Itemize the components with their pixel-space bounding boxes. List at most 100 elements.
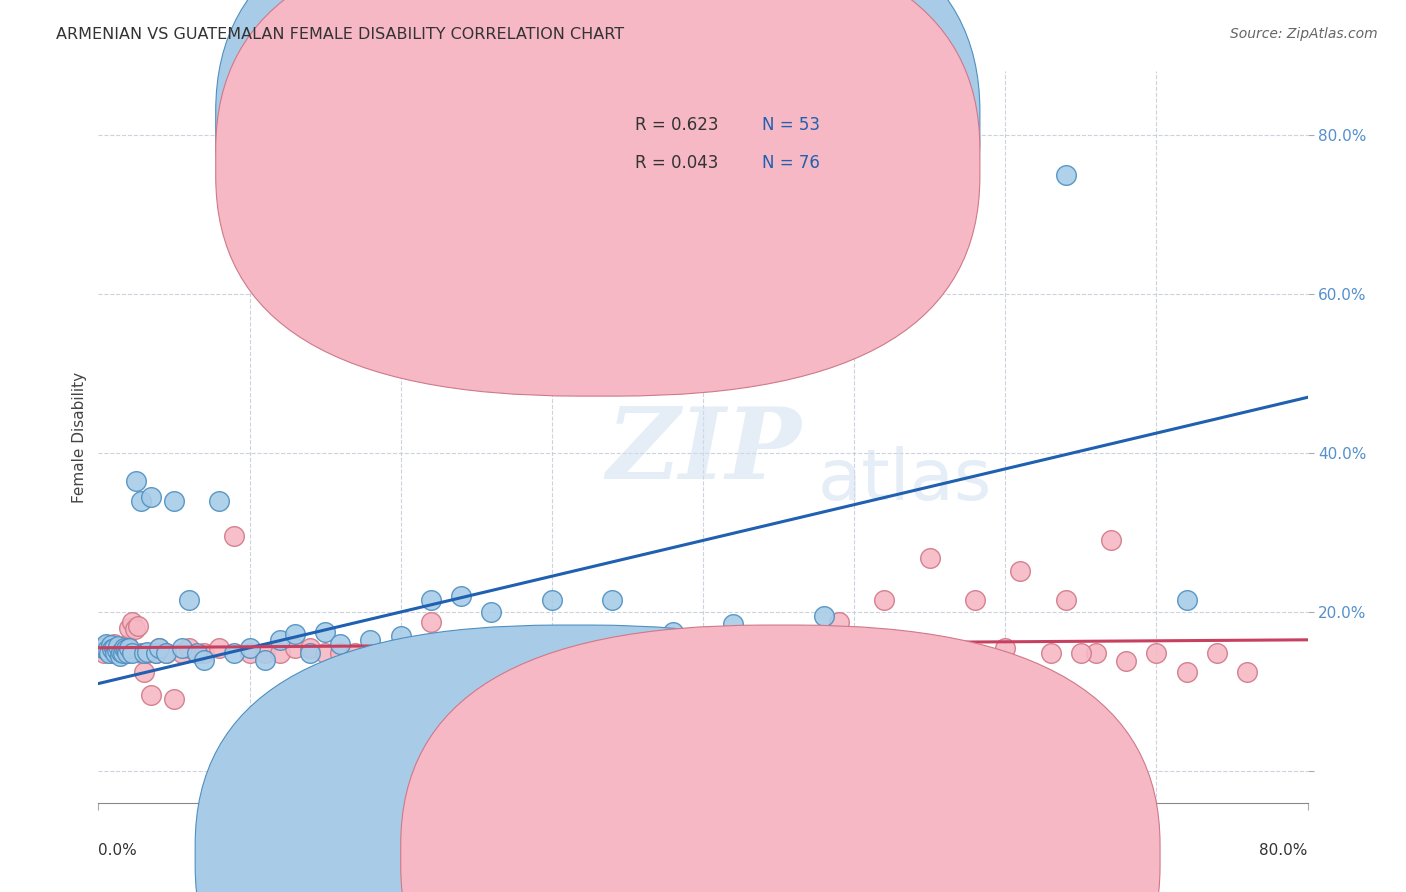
Point (269, 632, 291, 647)
Point (105, 643, 128, 657)
Point (110, 640, 132, 655)
Point (768, 646, 790, 660)
Point (141, 490, 163, 504)
Point (103, 637, 125, 651)
Point (783, 646, 806, 660)
Point (114, 646, 136, 660)
Point (253, 646, 276, 660)
Point (269, 646, 291, 660)
Point (100, 639, 122, 653)
Point (239, 646, 262, 660)
Point (107, 639, 129, 653)
Text: ARMENIAN VS GUATEMALAN FEMALE DISABILITY CORRELATION CHART: ARMENIAN VS GUATEMALAN FEMALE DISABILITY… (56, 27, 624, 42)
Point (540, 593, 562, 607)
FancyBboxPatch shape (215, 0, 980, 358)
Point (1144, 646, 1167, 660)
Point (155, 646, 177, 660)
Point (239, 640, 262, 655)
Point (104, 646, 127, 660)
Point (1175, 665, 1198, 679)
Point (737, 692, 759, 706)
Point (918, 550, 941, 565)
Point (110, 645, 132, 659)
Point (155, 646, 177, 660)
Point (108, 646, 131, 660)
Point (179, 593, 201, 607)
Point (420, 615, 443, 629)
Point (299, 646, 322, 660)
FancyBboxPatch shape (558, 86, 890, 192)
Point (121, 615, 143, 629)
Point (115, 639, 138, 653)
Point (96, 643, 118, 657)
Point (135, 645, 157, 659)
Point (450, 589, 472, 603)
Point (692, 726, 714, 740)
Point (170, 646, 193, 660)
Point (314, 624, 336, 639)
Point (193, 653, 215, 667)
Point (208, 640, 231, 655)
Point (1054, 168, 1077, 182)
Point (647, 723, 669, 737)
Point (118, 621, 141, 635)
Point (148, 640, 170, 655)
Point (100, 646, 122, 660)
Point (481, 640, 503, 655)
Point (104, 646, 127, 660)
Point (129, 646, 152, 660)
Point (1070, 646, 1092, 660)
Point (132, 665, 155, 679)
Point (994, 640, 1017, 655)
Point (1054, 593, 1077, 607)
Point (873, 593, 896, 607)
Point (111, 642, 134, 657)
Point (723, 616, 745, 631)
Point (813, 609, 835, 624)
Point (904, 646, 927, 660)
Text: Armenians: Armenians (603, 848, 686, 863)
Point (1115, 654, 1137, 668)
Point (389, 629, 412, 643)
Point (108, 648, 131, 663)
Point (118, 640, 141, 655)
Point (94, 637, 117, 651)
Point (450, 646, 472, 660)
Point (224, 529, 246, 543)
Text: Guatemalans: Guatemalans (810, 848, 911, 863)
Point (91, 640, 114, 655)
Point (329, 637, 352, 651)
Point (965, 593, 987, 607)
Point (112, 645, 135, 659)
Point (115, 646, 138, 660)
Point (389, 646, 412, 660)
Point (163, 692, 186, 706)
Point (98, 646, 121, 660)
Point (135, 646, 157, 660)
Text: atlas: atlas (818, 447, 993, 516)
Point (145, 646, 167, 660)
Point (90, 640, 112, 655)
Text: R = 0.623: R = 0.623 (636, 116, 718, 134)
Point (602, 593, 624, 607)
Point (96, 639, 118, 653)
Point (101, 642, 124, 657)
Point (145, 646, 167, 660)
Point (1010, 564, 1032, 578)
Point (127, 619, 149, 633)
Point (141, 689, 163, 703)
Point (107, 640, 129, 655)
Point (1206, 646, 1229, 660)
Point (661, 624, 683, 639)
Point (193, 646, 215, 660)
Point (132, 646, 155, 660)
Point (121, 646, 143, 660)
Point (224, 646, 246, 660)
Point (163, 493, 186, 508)
Point (723, 646, 745, 660)
Point (904, 287, 927, 301)
FancyBboxPatch shape (401, 625, 1160, 892)
Point (555, 676, 578, 690)
Point (329, 646, 352, 660)
Point (93, 646, 115, 660)
